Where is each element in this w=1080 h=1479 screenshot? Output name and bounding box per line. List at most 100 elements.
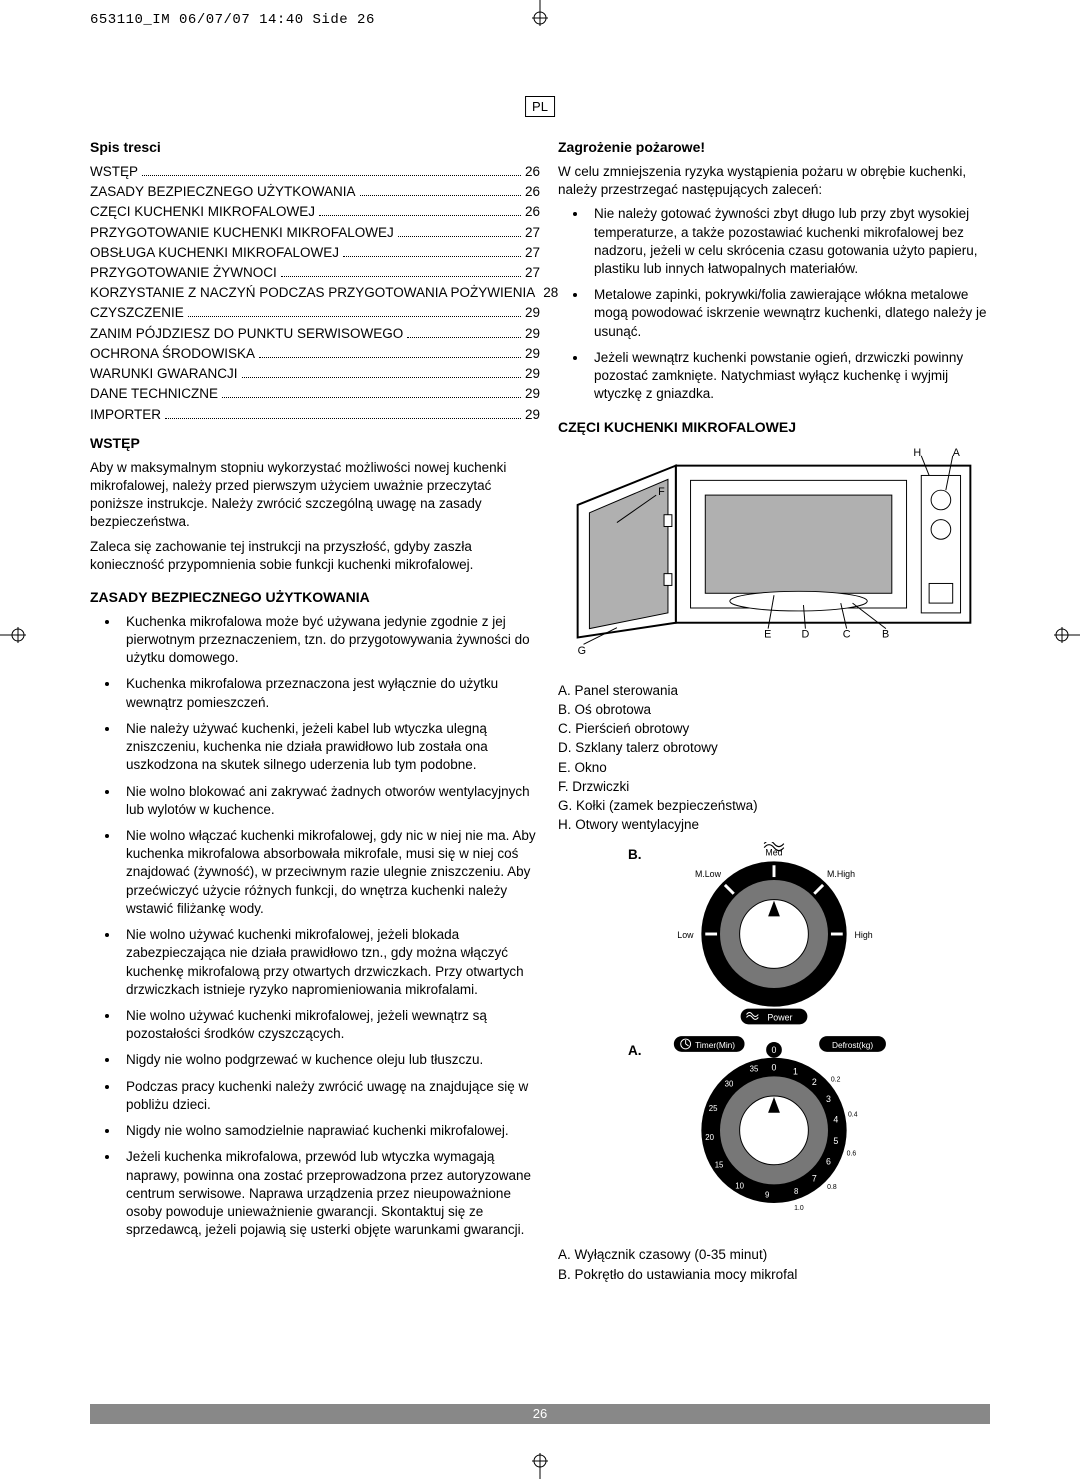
toc-label: IMPORTER [90,406,161,424]
toc-list: WSTĘP 26 ZASADY BEZPIECZNEGO UŻYTKOWANIA … [90,163,540,424]
svg-text:0: 0 [772,1063,777,1073]
microwave-diagram: H A F G E D C B [558,446,990,662]
svg-text:5: 5 [833,1137,838,1147]
parts-item: E. Okno [558,759,990,777]
list-item: Nigdy nie wolno samodzielnie naprawiać k… [120,1122,540,1140]
svg-text:0.6: 0.6 [847,1151,857,1158]
toc-row: KORZYSTANIE Z NACZYŃ PODCZAS PRZYGOTOWAN… [90,284,540,302]
list-item: Kuchenka mikrofalowa może być używana je… [120,613,540,668]
svg-text:35: 35 [750,1065,759,1074]
parts-item: H. Otwory wentylacyjne [558,816,990,834]
diagram-label-b: B [882,629,889,641]
toc-label: PRZYGOTOWANIE KUCHENKI MIKROFALOWEJ [90,224,394,242]
toc-row: DANE TECHNICZNE 29 [90,385,540,403]
dial-b-label: B. [628,846,642,864]
toc-page: 29 [525,406,540,424]
toc-row: WSTĘP 26 [90,163,540,181]
svg-text:0.8: 0.8 [827,1185,837,1192]
dials-legend: A. Wyłącznik czasowy (0-35 minut)B. Pokr… [558,1246,990,1283]
parts-legend: A. Panel sterowaniaB. Oś obrotowaC. Pier… [558,682,990,835]
toc-dots [188,309,521,317]
svg-text:Timer(Min): Timer(Min) [695,1040,735,1050]
diagram-label-f: F [658,486,665,498]
svg-text:Low: Low [677,930,694,940]
dials-svg: Med M.Low M.High Low High [558,842,990,1242]
list-item: Kuchenka mikrofalowa przeznaczona jest w… [120,675,540,711]
svg-text:High: High [855,930,873,940]
svg-text:3: 3 [826,1094,831,1104]
toc-row: IMPORTER 29 [90,406,540,424]
toc-dots [343,249,521,257]
toc-page: 29 [525,385,540,403]
diagram-label-d: D [801,629,809,641]
list-item: Nie wolno używać kuchenki mikrofalowej, … [120,926,540,999]
svg-text:8: 8 [794,1188,799,1197]
list-item: Jeżeli kuchenka mikrofalowa, przewód lub… [120,1148,540,1239]
toc-row: PRZYGOTOWANIE ŻYWNOCI 27 [90,264,540,282]
safety-list: Kuchenka mikrofalowa może być używana je… [90,613,540,1240]
diagram-label-h: H [913,447,921,459]
cropmark-top [525,0,555,26]
parts-item: C. Pierścień obrotowy [558,720,990,738]
svg-text:0.4: 0.4 [848,1112,858,1119]
footer-bar: 26 [90,1404,990,1424]
list-item: Nigdy nie wolno podgrzewać w kuchence ol… [120,1051,540,1069]
parts-item: B. Oś obrotowa [558,701,990,719]
toc-label: ZASADY BEZPIECZNEGO UŻYTKOWANIA [90,183,356,201]
svg-text:25: 25 [709,1105,718,1114]
list-item: Nie wolno używać kuchenki mikrofalowej, … [120,1007,540,1043]
toc-dots [222,390,521,398]
parts-item: G. Kołki (zamek bezpieczeństwa) [558,797,990,815]
svg-text:10: 10 [735,1182,744,1191]
svg-text:1: 1 [793,1067,798,1077]
toc-label: OCHRONA ŚRODOWISKA [90,345,255,363]
list-item: Nie wolno włączać kuchenki mikrofalowej,… [120,827,540,918]
list-item: Metalowe zapinki, pokrywki/folia zawiera… [588,286,990,341]
toc-page: 28 [543,284,558,302]
svg-text:2: 2 [812,1078,817,1088]
svg-text:9: 9 [765,1191,769,1200]
fire-intro: W celu zmniejszenia ryzyka wystąpienia p… [558,163,990,199]
list-item: Nie wolno blokować ani zakrywać żadnych … [120,783,540,819]
toc-row: CZĘCI KUCHENKI MIKROFALOWEJ 26 [90,203,540,221]
toc-page: 27 [525,224,540,242]
toc-label: DANE TECHNICZNE [90,385,218,403]
toc-page: 29 [525,304,540,322]
toc-dots [398,228,521,236]
toc-dots [259,350,521,358]
svg-text:M.Low: M.Low [695,869,722,879]
toc-title: Spis tresci [90,138,540,157]
page-root: 653110_IM 06/07/07 14:40 Side 26 PL Spis… [0,0,1080,1479]
toc-label: KORZYSTANIE Z NACZYŃ PODCZAS PRZYGOTOWAN… [90,284,535,302]
fire-title: Zagrożenie pożarowe! [558,138,990,157]
dials-legend-item: A. Wyłącznik czasowy (0-35 minut) [558,1246,990,1264]
cropmark-bottom [525,1453,555,1479]
left-column: Spis tresci WSTĘP 26 ZASADY BEZPIECZNEGO … [90,130,540,1285]
toc-page: 26 [525,183,540,201]
toc-dots [242,370,521,378]
svg-text:Defrost(kg): Defrost(kg) [832,1040,873,1050]
toc-row: OCHRONA ŚRODOWISKA 29 [90,345,540,363]
toc-dots [360,188,521,196]
toc-label: ZANIM PÓJDZIESZ DO PUNKTU SERWISOWEGO [90,325,403,343]
list-item: Nie należy gotować żywności zbyt długo l… [588,205,990,278]
toc-label: CZĘCI KUCHENKI MIKROFALOWEJ [90,203,315,221]
diagram-label-c: C [843,629,851,641]
toc-row: ZASADY BEZPIECZNEGO UŻYTKOWANIA 26 [90,183,540,201]
toc-label: CZYSZCZENIE [90,304,184,322]
toc-label: WARUNKI GWARANCJI [90,365,238,383]
fire-list: Nie należy gotować żywności zbyt długo l… [558,205,990,403]
list-item: Nie należy używać kuchenki, jeżeli kabel… [120,720,540,775]
content-columns: Spis tresci WSTĘP 26 ZASADY BEZPIECZNEGO … [90,130,990,1285]
svg-text:1.0: 1.0 [794,1205,804,1212]
list-item: Podczas pracy kuchenki należy zwrócić uw… [120,1078,540,1114]
list-item: Jeżeli wewnątrz kuchenki powstanie ogień… [588,349,990,404]
toc-dots [319,208,521,216]
toc-page: 26 [525,203,540,221]
svg-text:0.2: 0.2 [831,1077,841,1084]
parts-title: CZĘCI KUCHENKI MIKROFALOWEJ [558,418,990,437]
svg-text:4: 4 [833,1115,838,1125]
diagram-label-a: A [953,447,961,459]
svg-text:M.High: M.High [827,869,855,879]
toc-page: 29 [525,345,540,363]
